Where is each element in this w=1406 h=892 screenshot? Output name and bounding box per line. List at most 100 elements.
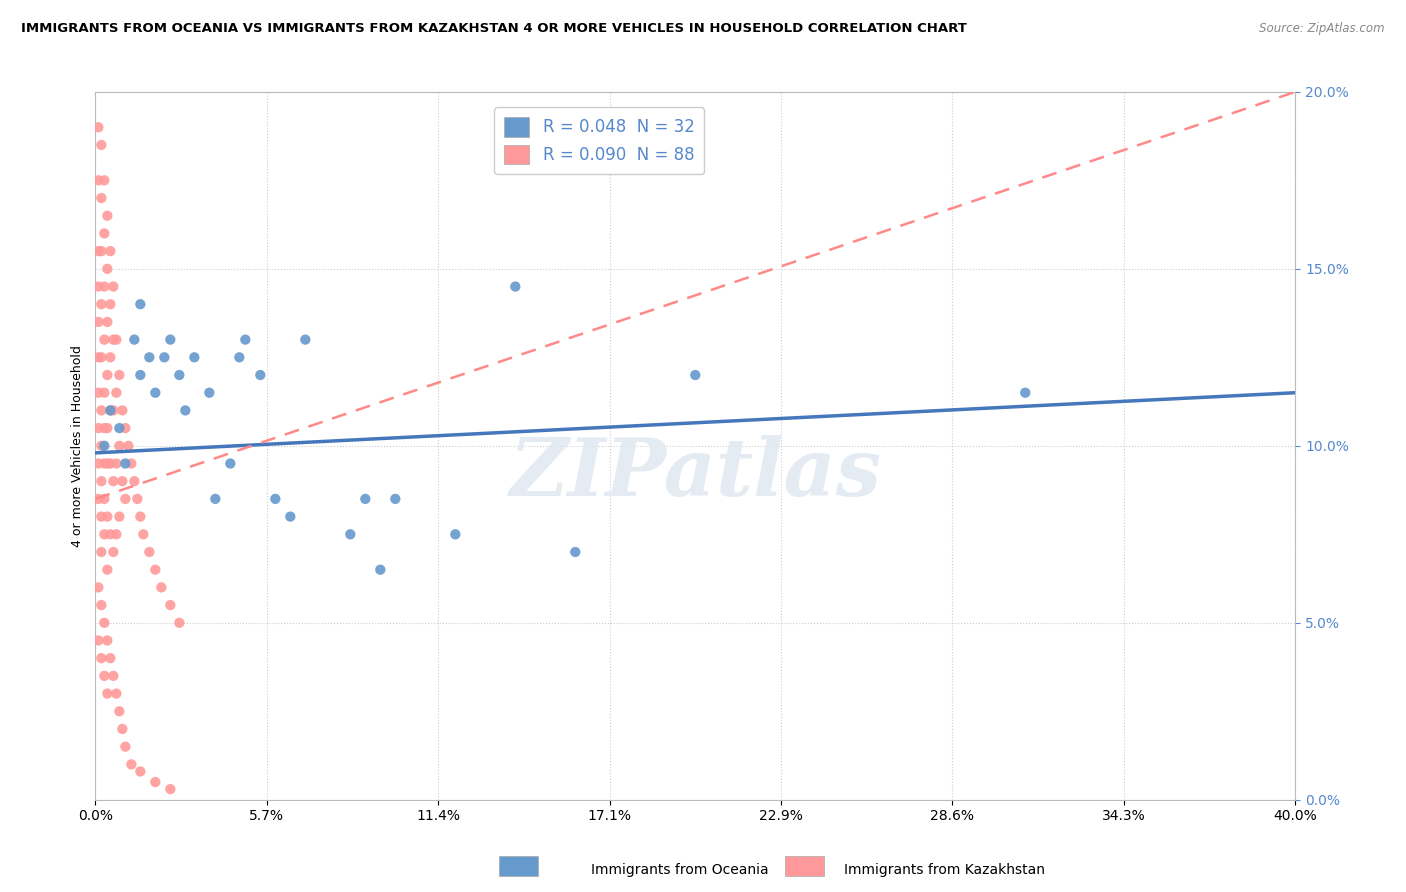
Point — [159, 598, 181, 612]
Point — [87, 279, 110, 293]
Point — [354, 491, 377, 506]
Point — [96, 509, 118, 524]
Point — [150, 581, 173, 595]
Point — [169, 368, 191, 382]
Point — [98, 403, 121, 417]
Point — [108, 704, 131, 718]
Text: Source: ZipAtlas.com: Source: ZipAtlas.com — [1260, 22, 1385, 36]
Point — [111, 722, 134, 736]
Point — [228, 351, 250, 365]
Point — [93, 615, 115, 630]
Point — [105, 687, 128, 701]
Legend: R = 0.048  N = 32, R = 0.090  N = 88: R = 0.048 N = 32, R = 0.090 N = 88 — [494, 107, 704, 174]
Point — [87, 315, 110, 329]
Point — [108, 439, 131, 453]
Point — [138, 351, 160, 365]
Point — [93, 333, 115, 347]
Point — [93, 669, 115, 683]
Point — [103, 545, 125, 559]
Point — [114, 739, 136, 754]
Point — [108, 421, 131, 435]
Point — [87, 421, 110, 435]
Point — [90, 651, 112, 665]
Point — [124, 474, 146, 488]
Point — [143, 385, 166, 400]
Point — [159, 782, 181, 797]
Point — [87, 385, 110, 400]
Point — [96, 633, 118, 648]
Point — [198, 385, 221, 400]
Point — [264, 491, 287, 506]
Point — [174, 403, 197, 417]
Point — [114, 491, 136, 506]
Point — [108, 509, 131, 524]
Point — [93, 439, 115, 453]
Point — [93, 421, 115, 435]
Point — [93, 279, 115, 293]
Point — [105, 385, 128, 400]
Point — [93, 527, 115, 541]
Point — [105, 527, 128, 541]
Point — [114, 421, 136, 435]
Point — [93, 227, 115, 241]
Point — [98, 244, 121, 259]
Point — [111, 474, 134, 488]
Point — [249, 368, 271, 382]
Point — [143, 563, 166, 577]
Point — [87, 173, 110, 187]
Point — [87, 244, 110, 259]
Point — [138, 545, 160, 559]
Point — [87, 120, 110, 135]
Point — [90, 244, 112, 259]
Point — [90, 474, 112, 488]
Point — [384, 491, 406, 506]
Point — [98, 651, 121, 665]
Text: Immigrants from Kazakhstan: Immigrants from Kazakhstan — [844, 863, 1045, 877]
Point — [96, 261, 118, 276]
Point — [105, 333, 128, 347]
Point — [87, 581, 110, 595]
Point — [90, 403, 112, 417]
Point — [87, 351, 110, 365]
Point — [564, 545, 586, 559]
Point — [294, 333, 316, 347]
Point — [1014, 385, 1036, 400]
Point — [129, 297, 152, 311]
Point — [129, 764, 152, 779]
Point — [132, 527, 155, 541]
Point — [505, 279, 527, 293]
Point — [183, 351, 205, 365]
Point — [87, 491, 110, 506]
Point — [96, 209, 118, 223]
Text: IMMIGRANTS FROM OCEANIA VS IMMIGRANTS FROM KAZAKHSTAN 4 OR MORE VEHICLES IN HOUS: IMMIGRANTS FROM OCEANIA VS IMMIGRANTS FR… — [21, 22, 967, 36]
Point — [96, 368, 118, 382]
Point — [96, 457, 118, 471]
Point — [233, 333, 256, 347]
Point — [90, 545, 112, 559]
Point — [93, 173, 115, 187]
Point — [127, 491, 149, 506]
Point — [90, 138, 112, 153]
Point — [103, 279, 125, 293]
Point — [129, 509, 152, 524]
Point — [120, 457, 142, 471]
Point — [111, 403, 134, 417]
Point — [98, 457, 121, 471]
Point — [129, 368, 152, 382]
Point — [103, 474, 125, 488]
Point — [124, 333, 146, 347]
Point — [98, 527, 121, 541]
Point — [444, 527, 467, 541]
Point — [96, 687, 118, 701]
Point — [90, 509, 112, 524]
Point — [103, 403, 125, 417]
Text: Immigrants from Oceania: Immigrants from Oceania — [591, 863, 768, 877]
Point — [685, 368, 707, 382]
Point — [169, 615, 191, 630]
Point — [90, 598, 112, 612]
Point — [90, 351, 112, 365]
Point — [368, 563, 391, 577]
Point — [103, 333, 125, 347]
Point — [90, 297, 112, 311]
Point — [159, 333, 181, 347]
